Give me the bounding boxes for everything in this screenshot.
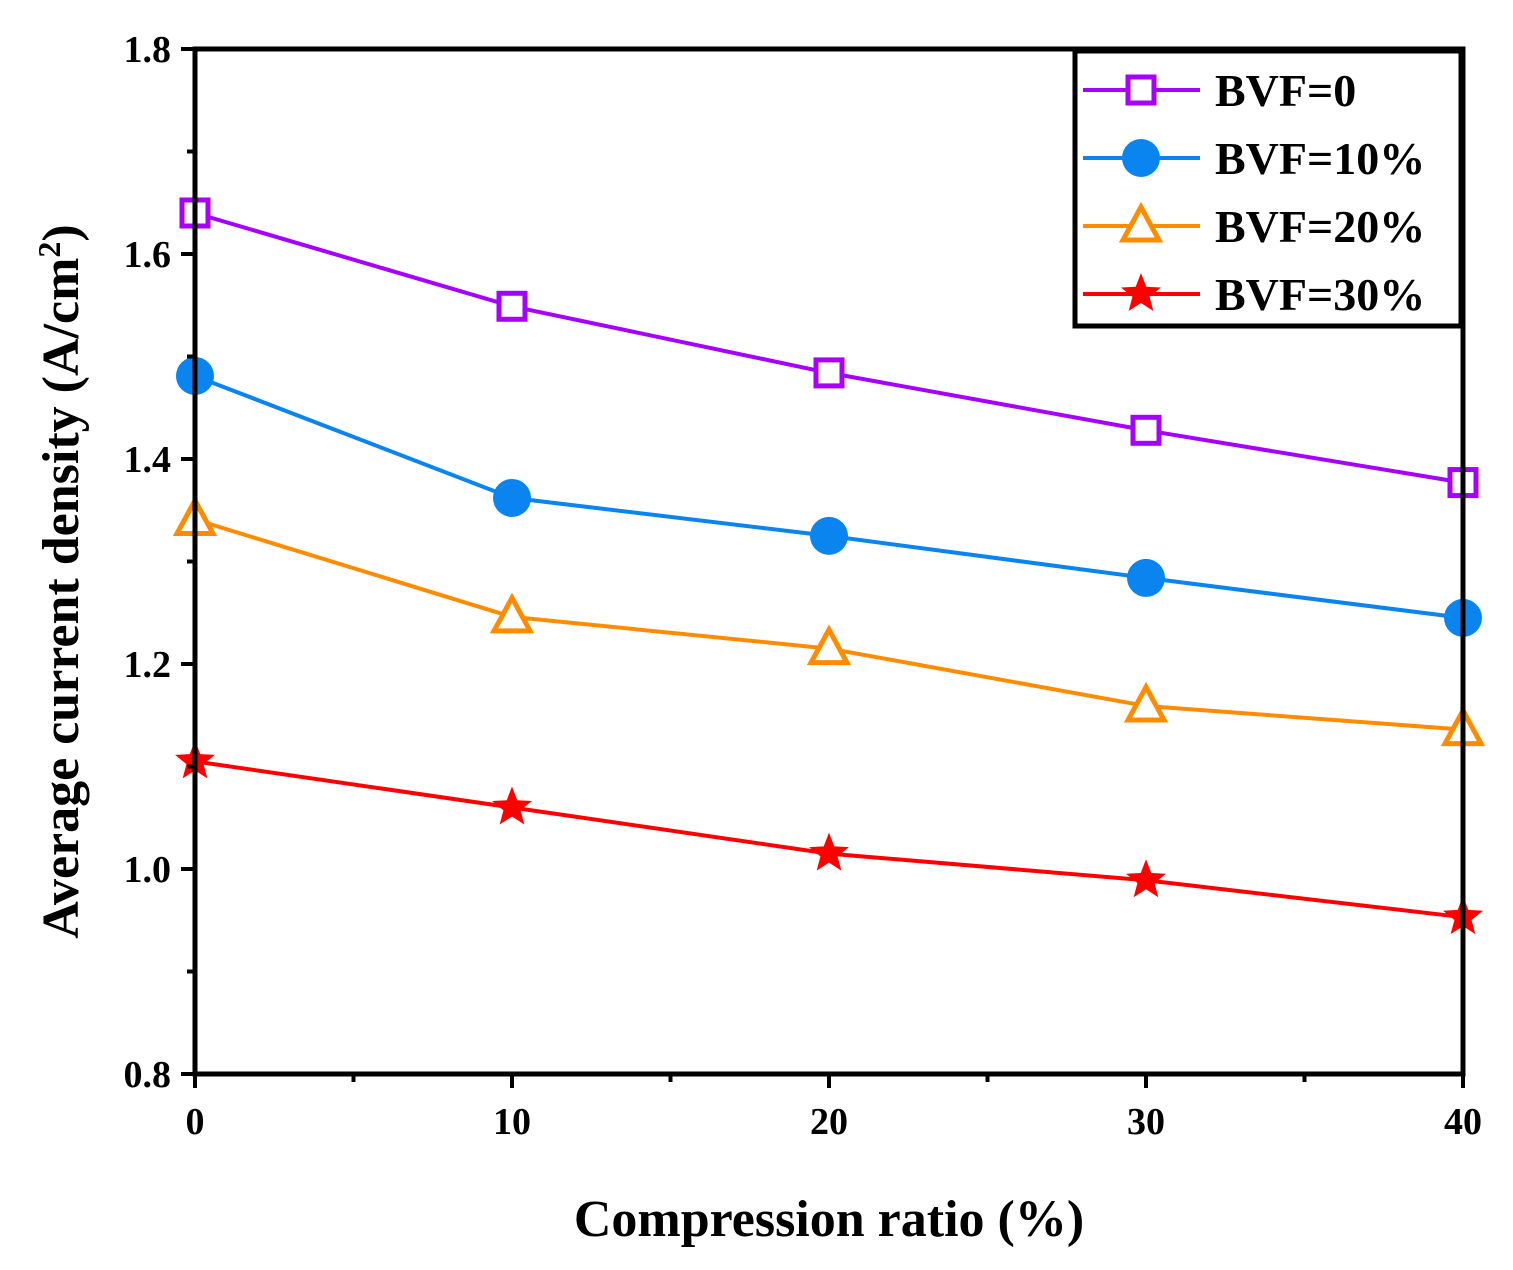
legend-item: BVF=30% — [1083, 269, 1425, 320]
legend-label: BVF=30% — [1215, 269, 1425, 320]
y-axis-title-close: ) — [33, 224, 90, 241]
y-axis-title: Average current density (A/cm2) — [31, 224, 90, 938]
data-point — [1130, 414, 1162, 446]
series-2 — [176, 356, 1482, 637]
legend-item: BVF=20% — [1083, 201, 1425, 252]
legend-marker — [1125, 74, 1157, 106]
data-point — [1127, 558, 1165, 597]
y-tick-label: 1.2 — [124, 644, 172, 686]
legend-marker — [1118, 201, 1164, 243]
legend-label: BVF=20% — [1215, 201, 1425, 252]
y-axis-title-main: Average current density (A/cm — [33, 258, 90, 939]
x-tick-label: 20 — [810, 1101, 848, 1143]
y-tick-label: 1.8 — [124, 29, 172, 71]
y-tick-label: 1.0 — [124, 849, 172, 891]
data-point — [492, 786, 532, 825]
data-point — [813, 357, 845, 389]
data-point — [493, 478, 531, 517]
y-tick-label: 1.4 — [124, 439, 172, 481]
legend-item: BVF=10% — [1083, 133, 1425, 184]
x-tick-label: 30 — [1127, 1101, 1165, 1143]
series-4 — [175, 740, 1483, 935]
series-line — [194, 374, 1464, 620]
legend-marker — [1122, 139, 1160, 177]
data-point — [806, 624, 852, 666]
x-tick-label: 10 — [493, 1101, 531, 1143]
legend-label: BVF=0 — [1215, 65, 1356, 116]
x-axis-title: Compression ratio (%) — [574, 1191, 1084, 1248]
y-tick-label: 1.6 — [124, 234, 172, 276]
data-point — [810, 516, 848, 555]
ticks-group: 0 10 20 30 40 0.8 1.0 1.2 1.4 1.6 1.8 — [124, 29, 1483, 1143]
legend-item: BVF=0 — [1083, 65, 1356, 116]
x-tick-label: 40 — [1444, 1101, 1482, 1143]
data-point — [496, 290, 528, 322]
data-point — [489, 592, 535, 634]
legend-marker — [1121, 273, 1161, 311]
data-point — [1126, 859, 1166, 898]
y-axis-title-superscript: 2 — [31, 242, 67, 258]
data-point — [1123, 681, 1169, 723]
legend: BVF=0 BVF=10% BVF=20% BVF=30% — [1072, 48, 1464, 329]
legend-label: BVF=10% — [1215, 133, 1425, 184]
data-point — [809, 832, 849, 871]
series-group — [172, 197, 1486, 935]
x-tick-label: 0 — [186, 1101, 205, 1143]
y-tick-label: 0.8 — [124, 1054, 172, 1096]
